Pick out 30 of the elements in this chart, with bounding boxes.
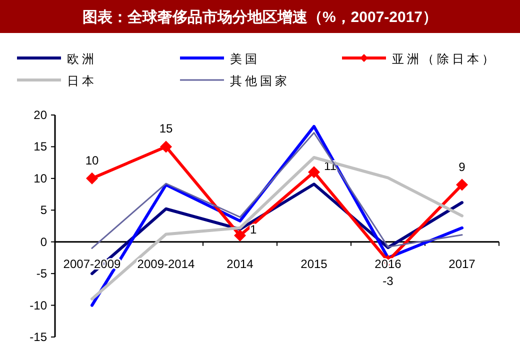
legend-label: 日本 — [67, 74, 97, 88]
legend-label: 亚洲（除日本） — [392, 52, 497, 66]
x-tick-label: 2015 — [300, 256, 328, 271]
y-tick-label: 0 — [40, 234, 48, 249]
x-tick-label: 2017 — [448, 256, 476, 271]
data-label: -3 — [382, 274, 394, 288]
legend-label: 欧洲 — [67, 52, 97, 66]
title-bar: 图表：全球奢侈品市场分地区增速（%，2007-2017） — [0, 0, 520, 33]
y-tick-label: -5 — [36, 266, 48, 281]
y-tick-label: 5 — [40, 203, 48, 218]
y-tick-label: 10 — [34, 171, 48, 186]
legend-label: 其他国家 — [230, 74, 290, 88]
y-tick-label: -10 — [30, 298, 48, 312]
y-tick-label: 15 — [34, 140, 48, 154]
point — [234, 230, 246, 242]
x-tick-label: 2016 — [374, 256, 402, 271]
point — [308, 166, 320, 178]
point — [86, 172, 98, 184]
point — [456, 178, 468, 191]
data-label: 15 — [159, 122, 173, 136]
point — [160, 140, 172, 153]
legend-label: 美国 — [230, 52, 260, 66]
data-label: 1 — [250, 222, 257, 237]
y-tick-label: -15 — [30, 330, 48, 344]
data-label: 9 — [458, 160, 466, 174]
x-tick-label: 2009-2014 — [137, 256, 196, 271]
data-label: 10 — [85, 153, 99, 168]
chart-title: 图表：全球奢侈品市场分地区增速（%，2007-2017） — [82, 8, 438, 26]
y-tick-label: 20 — [34, 108, 48, 122]
x-tick-label: 2014 — [226, 256, 254, 271]
